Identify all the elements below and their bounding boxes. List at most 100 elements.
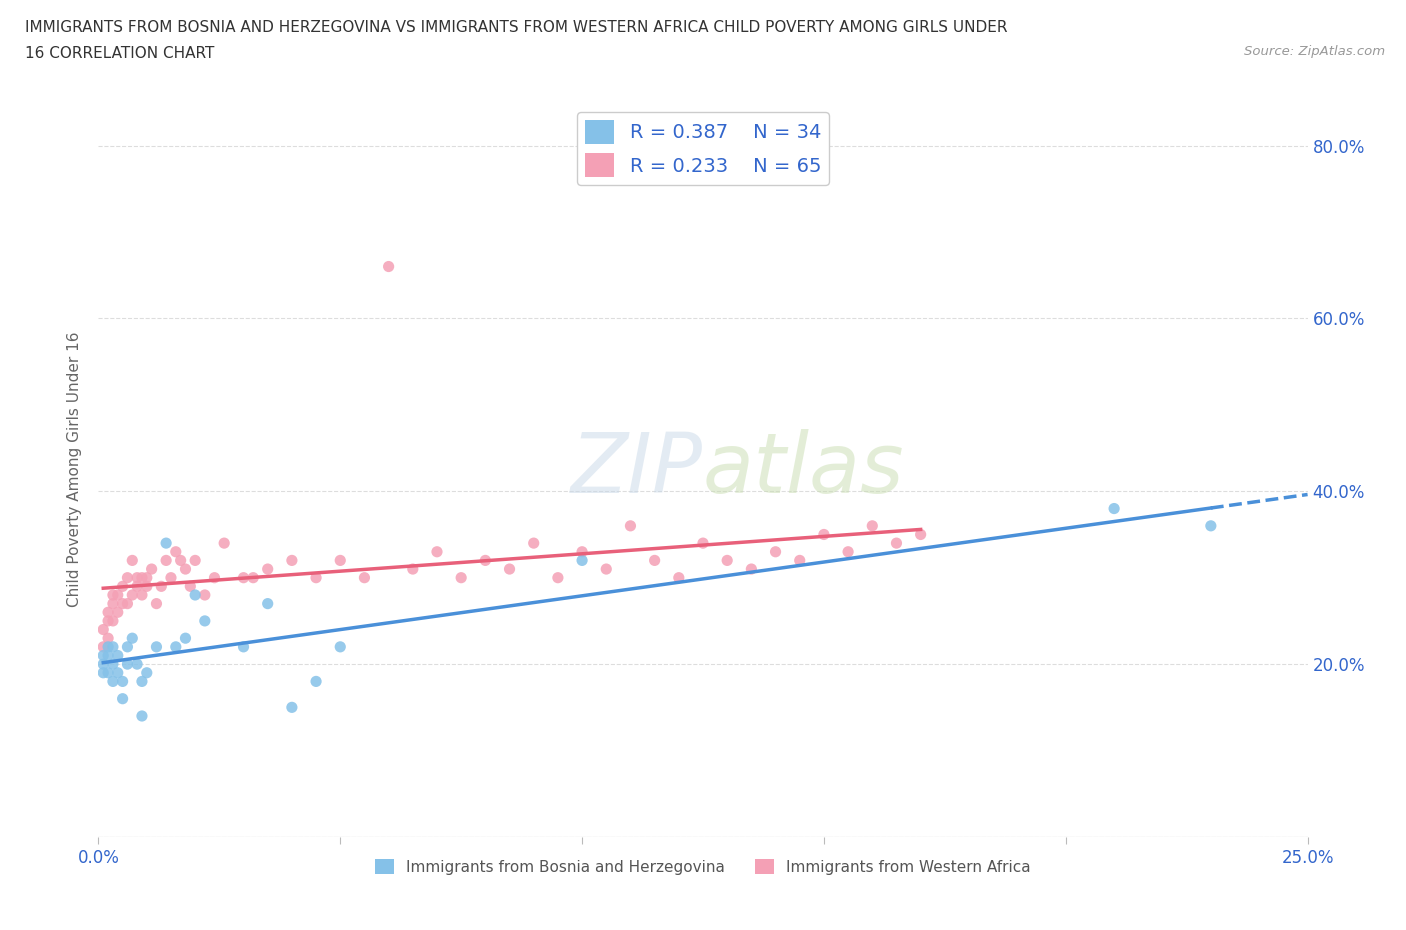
Point	[91, 657, 114, 671]
Point	[305, 570, 328, 585]
Point	[184, 588, 207, 603]
Text: IMMIGRANTS FROM BOSNIA AND HERZEGOVINA VS IMMIGRANTS FROM WESTERN AFRICA CHILD P: IMMIGRANTS FROM BOSNIA AND HERZEGOVINA V…	[25, 20, 1008, 35]
Point	[150, 578, 173, 593]
Point	[145, 596, 167, 611]
Point	[101, 588, 124, 603]
Point	[117, 657, 139, 671]
Point	[97, 631, 120, 645]
Point	[111, 596, 134, 611]
Point	[571, 544, 593, 559]
Point	[740, 562, 762, 577]
Point	[426, 544, 449, 559]
Point	[179, 578, 201, 593]
Point	[97, 640, 120, 655]
Point	[668, 570, 690, 585]
Point	[121, 588, 143, 603]
Point	[886, 536, 908, 551]
Point	[281, 700, 304, 715]
Point	[474, 553, 496, 568]
Point	[107, 648, 129, 663]
Point	[765, 544, 787, 559]
Point	[97, 665, 120, 680]
Point	[281, 553, 304, 568]
Point	[101, 657, 124, 671]
Point	[131, 570, 153, 585]
Point	[595, 562, 617, 577]
Point	[155, 553, 177, 568]
Point	[644, 553, 666, 568]
Point	[204, 570, 226, 585]
Point	[91, 622, 114, 637]
Point	[242, 570, 264, 585]
Point	[165, 640, 187, 655]
Point	[165, 544, 187, 559]
Point	[101, 614, 124, 629]
Point	[135, 578, 157, 593]
Point	[107, 665, 129, 680]
Point	[256, 596, 278, 611]
Point	[135, 665, 157, 680]
Point	[353, 570, 375, 585]
Point	[131, 588, 153, 603]
Point	[1102, 501, 1125, 516]
Point	[194, 614, 217, 629]
Point	[716, 553, 738, 568]
Point	[117, 570, 139, 585]
Point	[329, 553, 352, 568]
Point	[91, 665, 114, 680]
Point	[377, 259, 399, 274]
Point	[111, 578, 134, 593]
Point	[619, 518, 641, 533]
Point	[402, 562, 425, 577]
Point	[174, 631, 197, 645]
Point	[101, 640, 124, 655]
Point	[91, 640, 114, 655]
Text: ZIP: ZIP	[571, 429, 703, 511]
Point	[860, 518, 883, 533]
Point	[305, 674, 328, 689]
Point	[174, 562, 197, 577]
Point	[127, 657, 149, 671]
Point	[571, 553, 593, 568]
Point	[117, 640, 139, 655]
Point	[232, 640, 254, 655]
Point	[194, 588, 217, 603]
Point	[107, 588, 129, 603]
Point	[127, 578, 149, 593]
Point	[117, 596, 139, 611]
Point	[101, 674, 124, 689]
Point	[813, 527, 835, 542]
Point	[101, 596, 124, 611]
Point	[212, 536, 235, 551]
Point	[97, 648, 120, 663]
Point	[329, 640, 352, 655]
Point	[127, 570, 149, 585]
Point	[523, 536, 546, 551]
Point	[498, 562, 520, 577]
Point	[169, 553, 191, 568]
Point	[121, 631, 143, 645]
Text: 16 CORRELATION CHART: 16 CORRELATION CHART	[25, 46, 215, 61]
Text: atlas: atlas	[703, 429, 904, 511]
Point	[910, 527, 932, 542]
Point	[131, 674, 153, 689]
Point	[837, 544, 859, 559]
Point	[145, 640, 167, 655]
Text: Source: ZipAtlas.com: Source: ZipAtlas.com	[1244, 45, 1385, 58]
Y-axis label: Child Poverty Among Girls Under 16: Child Poverty Among Girls Under 16	[67, 332, 83, 607]
Point	[232, 570, 254, 585]
Point	[155, 536, 177, 551]
Point	[91, 648, 114, 663]
Point	[107, 604, 129, 619]
Point	[547, 570, 569, 585]
Point	[160, 570, 183, 585]
Point	[111, 691, 134, 706]
Point	[135, 570, 157, 585]
Legend: Immigrants from Bosnia and Herzegovina, Immigrants from Western Africa: Immigrants from Bosnia and Herzegovina, …	[370, 853, 1036, 881]
Point	[256, 562, 278, 577]
Point	[184, 553, 207, 568]
Point	[97, 614, 120, 629]
Point	[692, 536, 714, 551]
Point	[450, 570, 472, 585]
Point	[1199, 518, 1222, 533]
